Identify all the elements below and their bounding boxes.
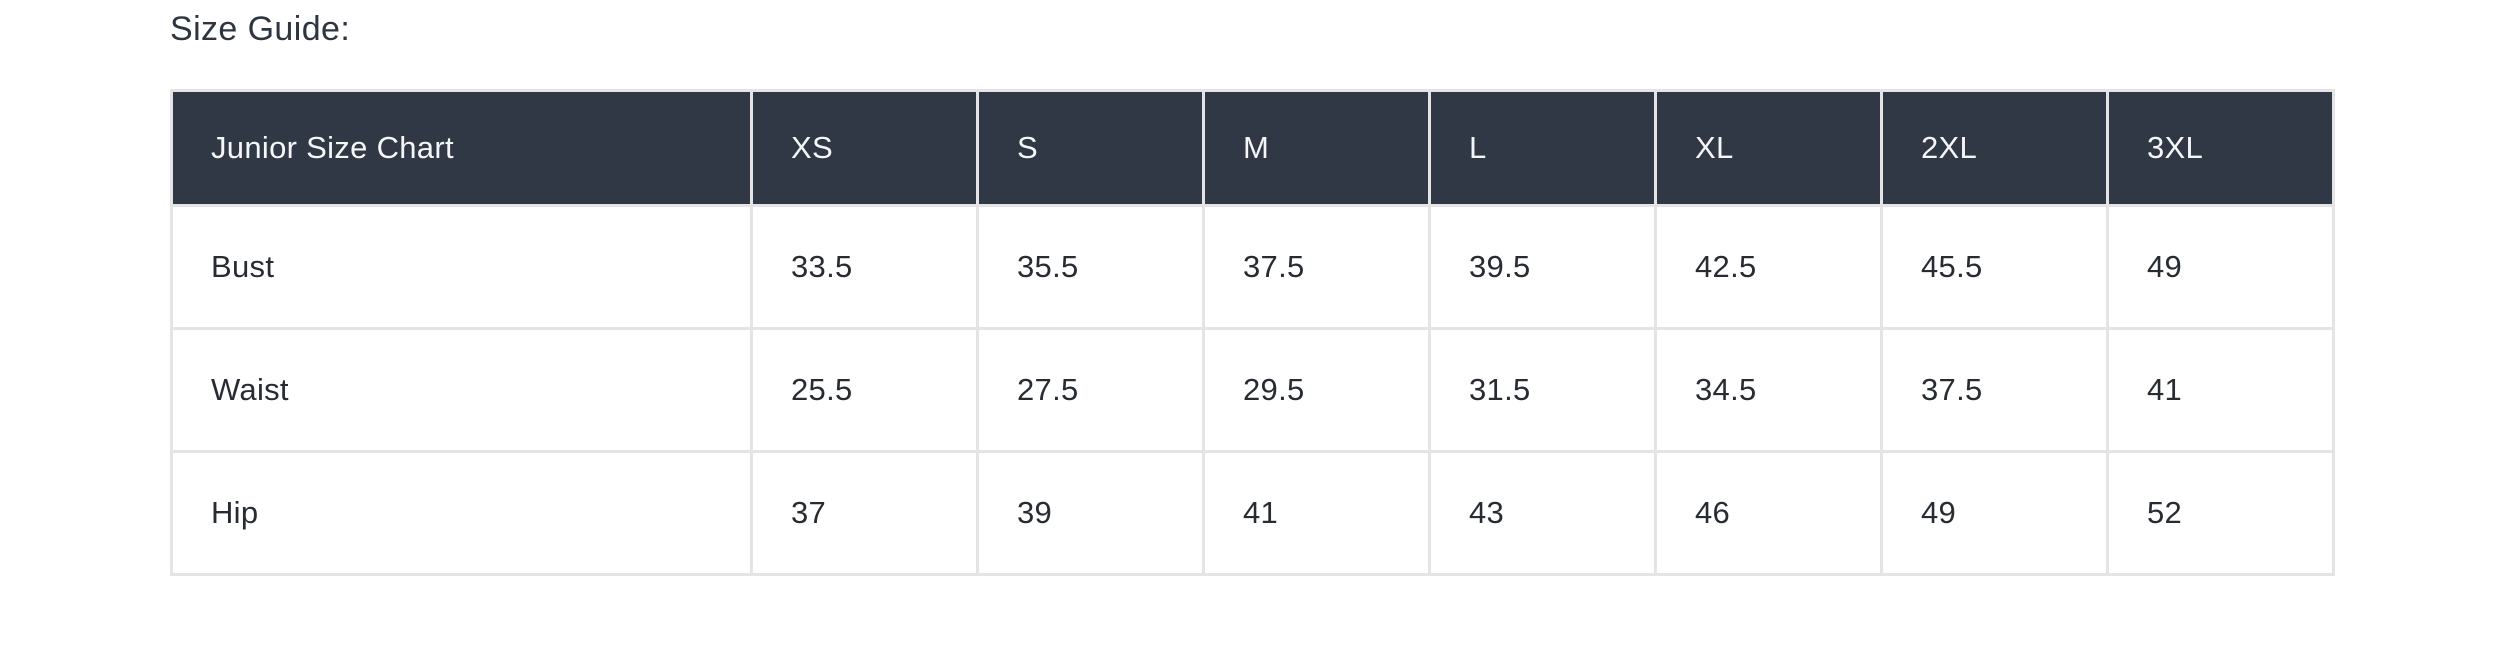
size-column-header: 3XL	[2106, 89, 2335, 207]
measurement-row: Hip 37 39 41 43 46 49 52	[170, 450, 2335, 576]
measurement-value-cell: 31.5	[1428, 327, 1657, 453]
size-column-header: L	[1428, 89, 1657, 207]
measurement-value-cell: 34.5	[1654, 327, 1883, 453]
size-chart-body: Bust 33.5 35.5 37.5 39.5 42.5 45.5 49 Waist 25.5 2…	[170, 204, 2335, 576]
size-chart-title-cell: Junior Size Chart	[170, 89, 753, 207]
measurement-value-cell: 27.5	[976, 327, 1205, 453]
size-chart-table: Junior Size Chart XS S M L XL 2XL 3XL Bust 33.5…	[170, 89, 2335, 576]
measurement-value-cell: 49	[1880, 450, 2109, 576]
measurement-row: Waist 25.5 27.5 29.5 31.5 34.5 37.5 41	[170, 327, 2335, 453]
measurement-value-cell: 39	[976, 450, 1205, 576]
measurement-value-cell: 29.5	[1202, 327, 1431, 453]
size-column-header: XS	[750, 89, 979, 207]
size-guide-section: Size Guide: Junior Size Chart XS S M L XL 2XL…	[170, 10, 2335, 576]
measurement-value-cell: 42.5	[1654, 204, 1883, 330]
measurement-value-cell: 39.5	[1428, 204, 1657, 330]
measurement-value-cell: 33.5	[750, 204, 979, 330]
measurement-value-cell: 25.5	[750, 327, 979, 453]
size-chart-header-row: Junior Size Chart XS S M L XL 2XL 3XL	[170, 89, 2335, 207]
size-guide-title: Size Guide:	[170, 10, 351, 48]
measurement-value-cell: 37.5	[1880, 327, 2109, 453]
measurement-row: Bust 33.5 35.5 37.5 39.5 42.5 45.5 49	[170, 204, 2335, 330]
measurement-label: Bust	[170, 204, 753, 330]
measurement-value-cell: 43	[1428, 450, 1657, 576]
size-column-header: XL	[1654, 89, 1883, 207]
measurement-value-cell: 37.5	[1202, 204, 1431, 330]
measurement-value-cell: 45.5	[1880, 204, 2109, 330]
measurement-value-cell: 41	[1202, 450, 1431, 576]
measurement-value-cell: 35.5	[976, 204, 1205, 330]
measurement-value-cell: 49	[2106, 204, 2335, 330]
measurement-label: Waist	[170, 327, 753, 453]
size-column-header: S	[976, 89, 1205, 207]
measurement-value-cell: 46	[1654, 450, 1883, 576]
size-column-header: 2XL	[1880, 89, 2109, 207]
measurement-value-cell: 41	[2106, 327, 2335, 453]
size-column-header: M	[1202, 89, 1431, 207]
measurement-value-cell: 52	[2106, 450, 2335, 576]
measurement-value-cell: 37	[750, 450, 979, 576]
measurement-label: Hip	[170, 450, 753, 576]
